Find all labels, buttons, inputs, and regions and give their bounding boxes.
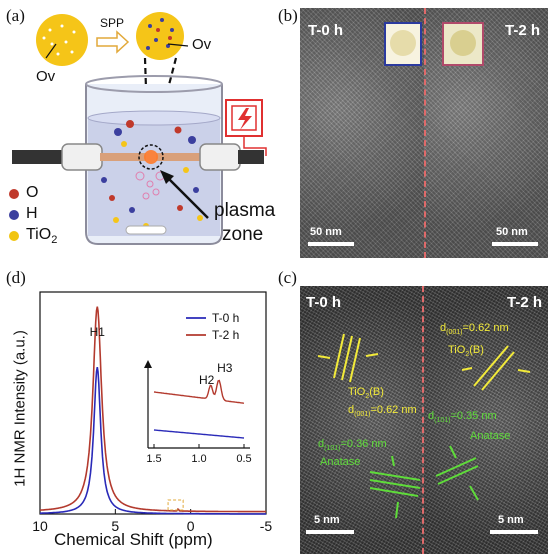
legend-label: T-2 h	[212, 328, 239, 342]
divider-line	[424, 8, 426, 258]
tem-b-right-title: T-2 h	[504, 22, 540, 39]
ann-right-d-tio2b: d(001)=0.62 nm	[440, 322, 509, 337]
series-line-t-2-h	[40, 306, 266, 513]
left-electrode-holder	[61, 143, 103, 171]
inset-x-tick-label: 1.5	[146, 453, 161, 465]
chart-ylabel: 1H NMR Intensity (a.u.)	[11, 330, 29, 487]
lightning-icon	[238, 108, 252, 130]
x-tick-label: 0	[187, 518, 195, 534]
legend-h-label: H	[26, 205, 38, 222]
scale-bar-b-left	[308, 242, 354, 246]
panel-label-d: (d)	[6, 268, 26, 287]
ann-left-d-anatase: d(101)=0.36 nm	[318, 438, 387, 453]
legend-h-dot	[9, 210, 19, 220]
x-tick-label: -5	[260, 518, 273, 534]
scale-bar-c-right	[490, 530, 538, 534]
tio2-particle-after	[136, 12, 184, 60]
scale-b-left: 50 nm	[310, 226, 342, 238]
peak-label-h1: H1	[90, 325, 106, 339]
powder-photo-t2	[442, 22, 484, 66]
panel-label-a: (a)	[6, 6, 25, 25]
ann-left-anatase: Anatase	[320, 456, 361, 468]
legend-o-label: O	[26, 184, 39, 201]
tio2-particle-before	[36, 14, 88, 66]
scale-bar-b-right	[492, 242, 538, 246]
legend-tio2-dot	[9, 231, 19, 241]
tem-c-left-title: T-0 h	[306, 294, 342, 311]
tem-image-b: T-0 h T-2 h 50 nm 50 nm	[300, 8, 548, 258]
zone-label: zone	[222, 224, 264, 245]
inset-region-box	[167, 499, 184, 511]
right-electrode	[156, 153, 202, 161]
ann-right-d-anatase: d(101)=0.35 nm	[428, 410, 497, 425]
series-line-t-0-h	[40, 366, 266, 515]
inset-x-tick-label: 0.5	[236, 453, 251, 465]
ann-right-anatase: Anatase	[470, 430, 511, 442]
panel-d: (d) 10 5 0 -5 H1 T-0 h T-2 h 1.5 1.0 0.5 H2 H3 Chem…	[0, 268, 280, 557]
plasma-spark	[144, 150, 158, 164]
ov-label-right: Ov	[192, 36, 212, 53]
panel-b: (b) T-0 h T-2 h 50 nm 50 nm	[278, 0, 550, 262]
plot-frame	[39, 291, 267, 515]
ann-left-d-tio2b: d(001)=0.62 nm	[348, 404, 417, 419]
legend-label: T-0 h	[212, 311, 239, 325]
plasma-setup-illustration	[9, 12, 267, 245]
panel-label-c: (c)	[278, 268, 297, 287]
inset-y-arrow	[144, 360, 152, 368]
tem-c-right-title: T-2 h	[506, 294, 542, 311]
legend-tio2-label: TiO2	[26, 226, 58, 247]
inset-series-t2	[153, 379, 245, 404]
panel-a: (a)	[0, 0, 280, 262]
panel-label-b: (b)	[278, 6, 298, 25]
tem-b-left-title: T-0 h	[308, 22, 344, 39]
scale-c-right: 5 nm	[498, 514, 524, 526]
legend-o-dot	[9, 189, 19, 199]
inset-x-tick-label: 1.0	[191, 453, 206, 465]
left-electrode	[100, 153, 146, 161]
inset-series-t0	[153, 429, 245, 439]
inset-peak-label-h2: H2	[199, 373, 215, 387]
scale-bar-c-left	[306, 530, 354, 534]
scale-b-right: 50 nm	[496, 226, 528, 238]
x-tick-label: 5	[111, 518, 119, 534]
plasma-label: plasma	[214, 200, 276, 221]
ann-left-tio2b: TiO2(B)	[348, 386, 384, 401]
tem-image-c: T-0 h T-2 h d(001)=0.62 nm TiO2(B) TiO2(…	[300, 286, 548, 554]
scale-c-left: 5 nm	[314, 514, 340, 526]
lattice-markers	[317, 333, 531, 519]
chart-xlabel: Chemical Shift (ppm)	[54, 530, 213, 549]
inset-peak-label-h3: H3	[217, 361, 233, 375]
ov-label-left: Ov	[36, 68, 56, 85]
x-tick-label: 10	[32, 518, 48, 534]
ann-right-tio2b: TiO2(B)	[448, 344, 484, 359]
panel-c: (c) T-0 h T-2 h d(001)=0.62 nm TiO2	[278, 268, 550, 557]
spp-label: SPP	[100, 16, 125, 30]
divider-line-c	[422, 286, 424, 554]
process-arrow-icon	[96, 30, 130, 54]
right-electrode-holder	[199, 143, 241, 171]
powder-photo-t0	[384, 22, 422, 66]
